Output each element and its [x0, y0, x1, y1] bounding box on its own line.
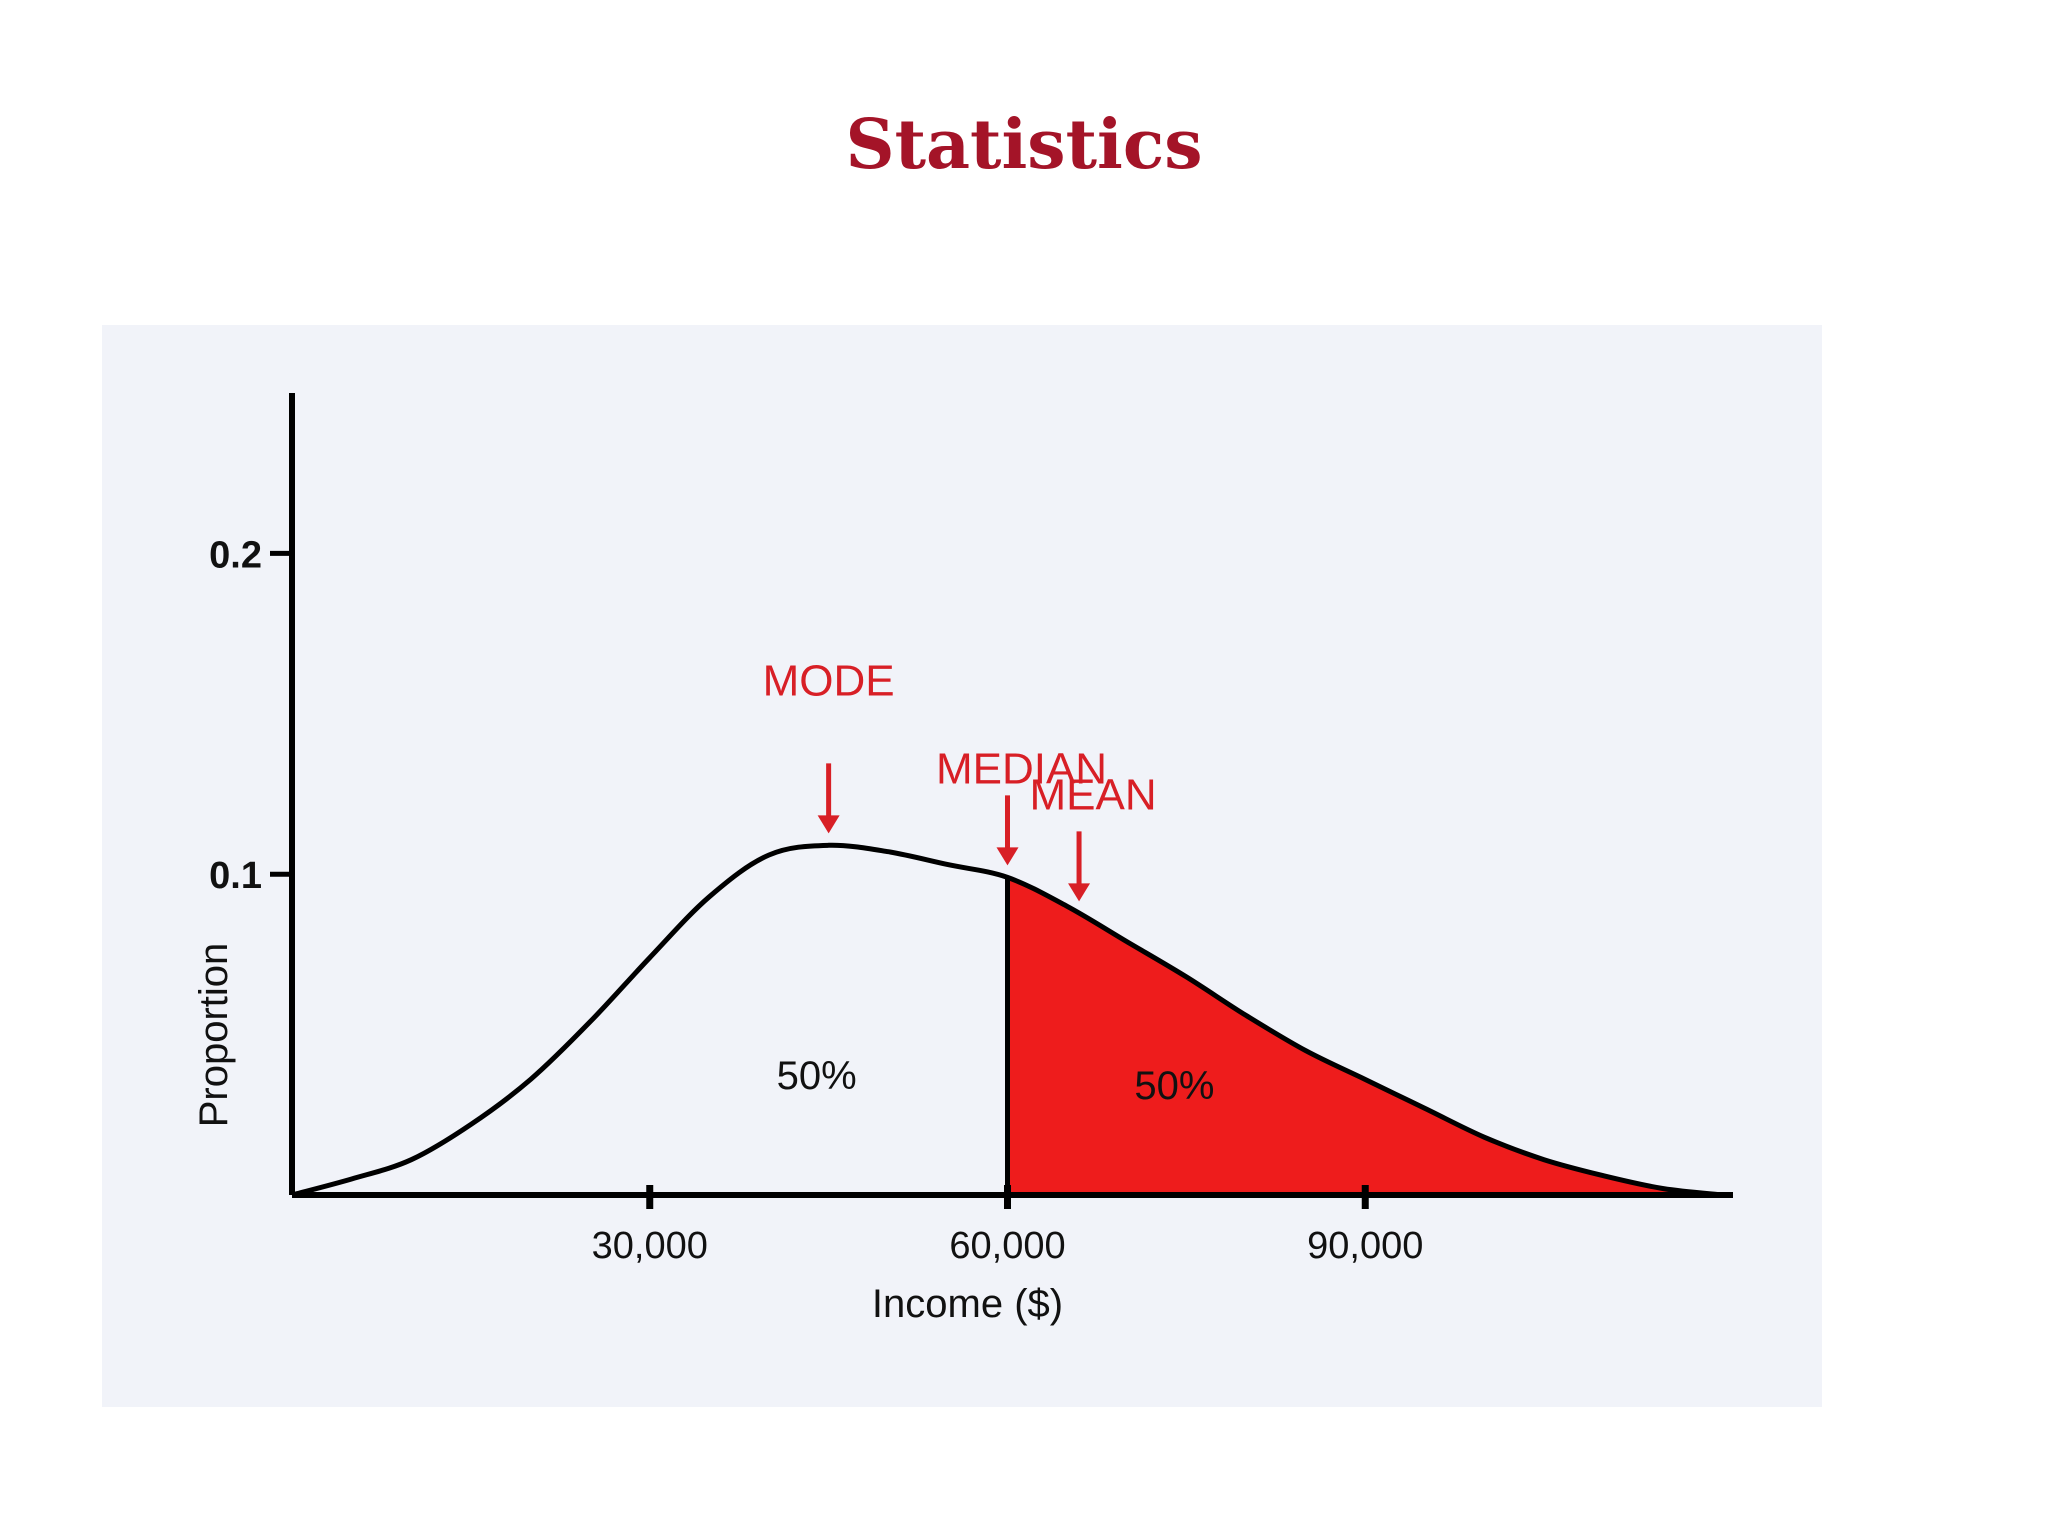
income-distribution-chart: 0.1 0.2 30,000 60,000 90,000 Income ($) Propor…: [192, 393, 1733, 1326]
shaded-area-upper-half: [1007, 877, 1723, 1195]
y-tick-label: 0.2: [209, 534, 262, 576]
area-percentage-label: 50%: [777, 1054, 857, 1098]
marker-label-mean: MEAN: [1029, 770, 1156, 819]
chart-panel: 0.1 0.2 30,000 60,000 90,000 Income ($) Propor…: [102, 325, 1822, 1407]
marker-arrow-head: [1068, 883, 1091, 902]
x-tick-label: 60,000: [949, 1225, 1065, 1267]
marker-arrow-head: [817, 815, 840, 834]
slide-title: Statistics: [845, 105, 1203, 185]
marker-label-mode: MODE: [763, 656, 895, 705]
area-percentage-label: 50%: [1134, 1064, 1214, 1108]
y-axis-label: Proportion: [192, 943, 236, 1128]
marker-arrow-head: [996, 847, 1019, 866]
y-tick-label: 0.1: [209, 855, 262, 897]
x-tick-label: 90,000: [1307, 1225, 1423, 1267]
distribution-curve: [291, 842, 1724, 1198]
marker-label-median: MEDIAN: [936, 744, 1107, 793]
x-tick-label: 30,000: [592, 1225, 708, 1267]
x-axis-label: Income ($): [872, 1282, 1063, 1326]
